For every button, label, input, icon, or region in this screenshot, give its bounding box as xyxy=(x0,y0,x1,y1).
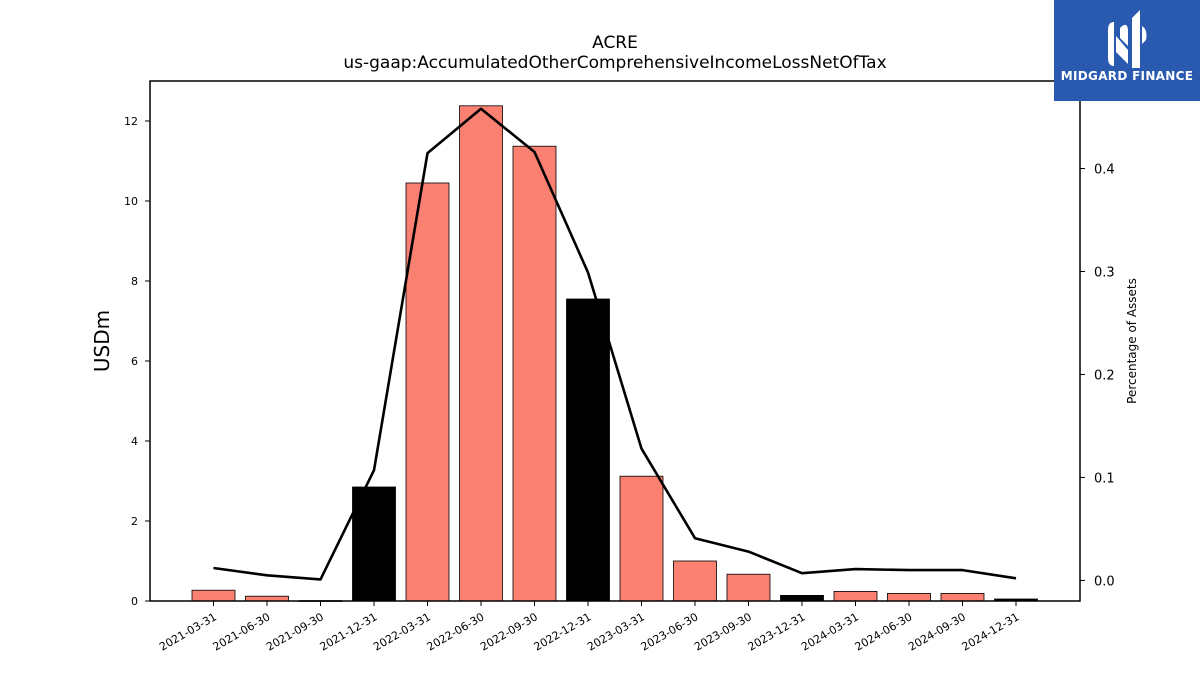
x-tick-label: 2021-06-30 xyxy=(211,610,273,653)
y2-tick-label: 0.2 xyxy=(1094,368,1115,383)
bar xyxy=(352,486,396,602)
y-tick-label: 0 xyxy=(131,595,138,608)
chart-title: ACRE xyxy=(592,33,638,53)
chart-subtitle: us-gaap:AccumulatedOtherComprehensiveInc… xyxy=(343,53,887,73)
bar xyxy=(512,145,557,602)
x-tick-label: 2022-03-31 xyxy=(371,610,433,653)
bar xyxy=(780,595,824,602)
y-tick-label: 12 xyxy=(124,115,138,128)
y2-tick-label: 0.1 xyxy=(1094,471,1115,486)
bar xyxy=(191,589,236,602)
x-tick-label: 2021-09-30 xyxy=(264,610,326,653)
x-tick-label: 2023-06-30 xyxy=(639,610,701,653)
y-tick-label: 10 xyxy=(124,195,138,208)
bar xyxy=(726,573,771,602)
midgard-logo-icon xyxy=(1108,10,1147,68)
x-tick-label: 2024-12-31 xyxy=(960,610,1022,653)
x-tick-label: 2022-06-30 xyxy=(425,610,487,653)
x-tick-label: 2024-03-31 xyxy=(799,610,861,653)
bar xyxy=(566,298,610,602)
midgard-finance-logo: MIDGARD FINANCE xyxy=(1054,0,1200,101)
x-tick-label: 2021-12-31 xyxy=(318,610,380,653)
bar xyxy=(459,105,503,602)
x-tick-label: 2023-03-31 xyxy=(585,610,647,653)
x-tick-label: 2022-09-30 xyxy=(478,610,540,653)
x-tick-label: 2023-09-30 xyxy=(692,610,754,653)
bar xyxy=(405,182,450,602)
y2-tick-label: 0.4 xyxy=(1094,163,1115,178)
bar xyxy=(619,475,664,602)
y2-tick-label: 0.0 xyxy=(1094,574,1115,589)
bar xyxy=(887,593,931,602)
y-tick-label: 4 xyxy=(131,435,138,448)
y-axis-label: USDm xyxy=(90,310,114,372)
x-tick-label: 2023-12-31 xyxy=(746,610,808,653)
x-tick-label: 2024-06-30 xyxy=(853,610,915,653)
y2-tick-label: 0.3 xyxy=(1094,265,1115,280)
plot-frame xyxy=(149,80,1081,602)
logo-text: MIDGARD FINANCE xyxy=(1060,69,1194,83)
x-tick-label: 2021-03-31 xyxy=(157,610,219,653)
y-tick-label: 2 xyxy=(131,515,138,528)
bar xyxy=(833,591,878,602)
x-tick-label: 2024-09-30 xyxy=(906,610,968,653)
bar xyxy=(673,560,717,602)
y2-axis-label: Percentage of Assets xyxy=(1125,278,1139,404)
y-tick-label: 8 xyxy=(131,275,138,288)
bar xyxy=(940,593,985,602)
y-tick-label: 6 xyxy=(131,355,138,368)
x-tick-label: 2022-12-31 xyxy=(532,610,594,653)
percentage-line xyxy=(213,107,1017,581)
